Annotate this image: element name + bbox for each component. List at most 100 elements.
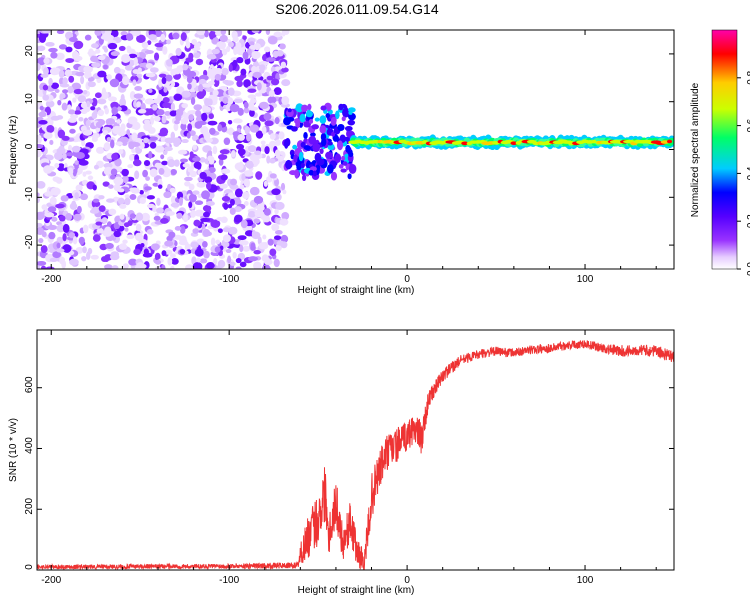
spectrogram-cell <box>47 206 57 213</box>
spectrogram-cell <box>37 227 44 235</box>
spectrogram-cell <box>290 126 298 132</box>
spectrogram-cell <box>46 125 55 133</box>
spectrogram-cell <box>121 76 130 86</box>
spectrogram-cell <box>98 205 106 212</box>
spectrogram-cell <box>126 33 134 41</box>
spectrogram-cell <box>233 206 242 213</box>
spectrogram-cell <box>338 164 344 169</box>
spectrogram-cell <box>236 80 243 88</box>
spectrogram-cell <box>140 242 145 248</box>
spectrogram-cell <box>118 45 126 52</box>
spectrogram-cell <box>199 157 206 163</box>
spectrogram-cell <box>58 44 68 50</box>
spectrogram-cell <box>591 139 597 144</box>
spectrogram-cell <box>194 121 203 129</box>
spectrogram-cell <box>237 235 247 241</box>
spectrogram-cell <box>192 228 199 234</box>
spectrogram-cell <box>228 63 233 72</box>
spectrogram-cell <box>266 75 274 81</box>
spectrogram-cell <box>171 257 179 265</box>
spectrogram-cell <box>65 213 73 221</box>
spectrogram-cell <box>161 160 168 166</box>
spectrogram-cell <box>165 74 173 82</box>
spectrogram-cell <box>155 207 164 214</box>
spectrogram-cell <box>267 238 274 246</box>
spectrogram-cell <box>124 227 129 232</box>
spectrogram-cell <box>308 169 314 176</box>
spectrogram-cell <box>157 93 163 102</box>
spectrogram-cell <box>212 145 218 155</box>
spectrogram-cell <box>252 71 262 79</box>
spectrogram-cell <box>65 152 74 157</box>
spectrogram-cell <box>232 59 238 68</box>
spectrogram-cell <box>311 124 319 130</box>
spectrogram-cell <box>247 94 257 99</box>
snr-ytick-label: 0 <box>24 564 35 570</box>
spectrogram-cell <box>162 97 170 103</box>
spectrogram-cell <box>86 100 91 108</box>
spectrogram-cell <box>160 154 165 160</box>
spectrogram-cell <box>62 77 68 85</box>
spectrogram-cell <box>263 112 272 121</box>
spectrogram-cell <box>114 157 122 167</box>
snr-panel: -200 -100 0 100 0 200 400 600 Height of straigh… <box>8 329 675 596</box>
spectrogram-cell <box>248 256 259 262</box>
spectrogram-cell <box>61 135 70 141</box>
spectrogram-cell <box>235 42 242 50</box>
spectrogram-cell <box>325 151 333 159</box>
spectrogram-xtick-label: 0 <box>404 274 410 285</box>
spectrogram-cell <box>45 41 55 47</box>
spectrogram-cell <box>158 73 167 78</box>
spectrogram-cell <box>133 248 141 256</box>
spectrogram-cell <box>243 79 251 88</box>
spectrogram-cell <box>205 87 215 93</box>
spectrogram-cell <box>296 163 302 171</box>
spectrogram-cell <box>106 198 115 203</box>
spectrogram-cell <box>101 87 107 96</box>
spectrogram-cell <box>134 170 140 180</box>
spectrogram-cell <box>201 112 208 122</box>
spectrogram-cell <box>37 264 41 269</box>
spectrogram-cell <box>87 50 97 56</box>
spectrogram-cell <box>270 66 276 73</box>
spectrogram-cell <box>56 30 65 35</box>
spectrogram-cell <box>345 144 351 153</box>
spectrogram-cell <box>220 174 228 181</box>
spectrogram-cell <box>215 30 222 37</box>
spectrogram-cell <box>115 141 123 146</box>
spectrogram-cell <box>74 160 80 165</box>
colorbar-tick-label: 0.6 <box>746 118 750 132</box>
spectrogram-cell <box>60 195 69 202</box>
spectrogram-cell <box>83 65 93 73</box>
spectrogram-cell <box>341 155 346 161</box>
spectrogram-cell <box>79 193 89 201</box>
spectrogram-cell <box>192 262 203 269</box>
snr-ytick-label: 600 <box>24 376 35 393</box>
spectrogram-cell <box>79 239 85 246</box>
spectrogram-cell <box>259 101 269 110</box>
spectrogram-cell <box>192 144 198 151</box>
spectrogram-cell <box>73 55 83 61</box>
spectrogram-cell <box>101 217 108 224</box>
spectrogram-cell <box>255 92 263 97</box>
spectrogram-cell <box>161 250 167 257</box>
spectrogram-cell <box>278 131 285 140</box>
spectrogram-xlabel: Height of straight line (km) <box>298 285 415 296</box>
spectrogram-cell <box>248 41 255 46</box>
spectrogram-cell <box>68 117 77 123</box>
spectrogram-cell <box>221 196 231 202</box>
spectrogram-cell <box>169 110 178 117</box>
spectrogram-cell <box>126 234 135 239</box>
spectrogram-cell <box>217 259 226 269</box>
spectrogram-ytick-label: 0 <box>24 143 35 149</box>
spectrogram-cell <box>72 236 78 245</box>
spectrogram-cell <box>210 219 221 228</box>
spectrogram-cell <box>41 204 48 210</box>
spectrogram-cell <box>108 208 117 216</box>
spectrogram-cell <box>242 51 249 60</box>
spectrogram-cell <box>178 240 189 246</box>
spectrogram-cell <box>161 115 167 124</box>
spectrogram-cell <box>132 121 141 131</box>
spectrogram-cell <box>261 264 271 269</box>
spectrogram-cell <box>158 131 168 137</box>
